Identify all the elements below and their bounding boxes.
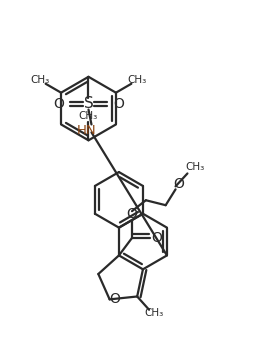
Text: CH₃: CH₃: [79, 111, 98, 121]
Text: O: O: [173, 177, 184, 192]
Text: O: O: [151, 231, 162, 245]
Text: CH₃: CH₃: [127, 75, 147, 85]
Text: HN: HN: [77, 124, 96, 137]
Text: O: O: [53, 96, 64, 111]
Text: CH₃: CH₃: [186, 162, 205, 172]
Text: O: O: [127, 207, 138, 221]
Text: S: S: [84, 96, 93, 111]
Text: CH₃: CH₃: [145, 309, 164, 319]
Text: O: O: [109, 292, 120, 306]
Text: CH₃: CH₃: [30, 75, 50, 85]
Text: O: O: [113, 96, 124, 111]
